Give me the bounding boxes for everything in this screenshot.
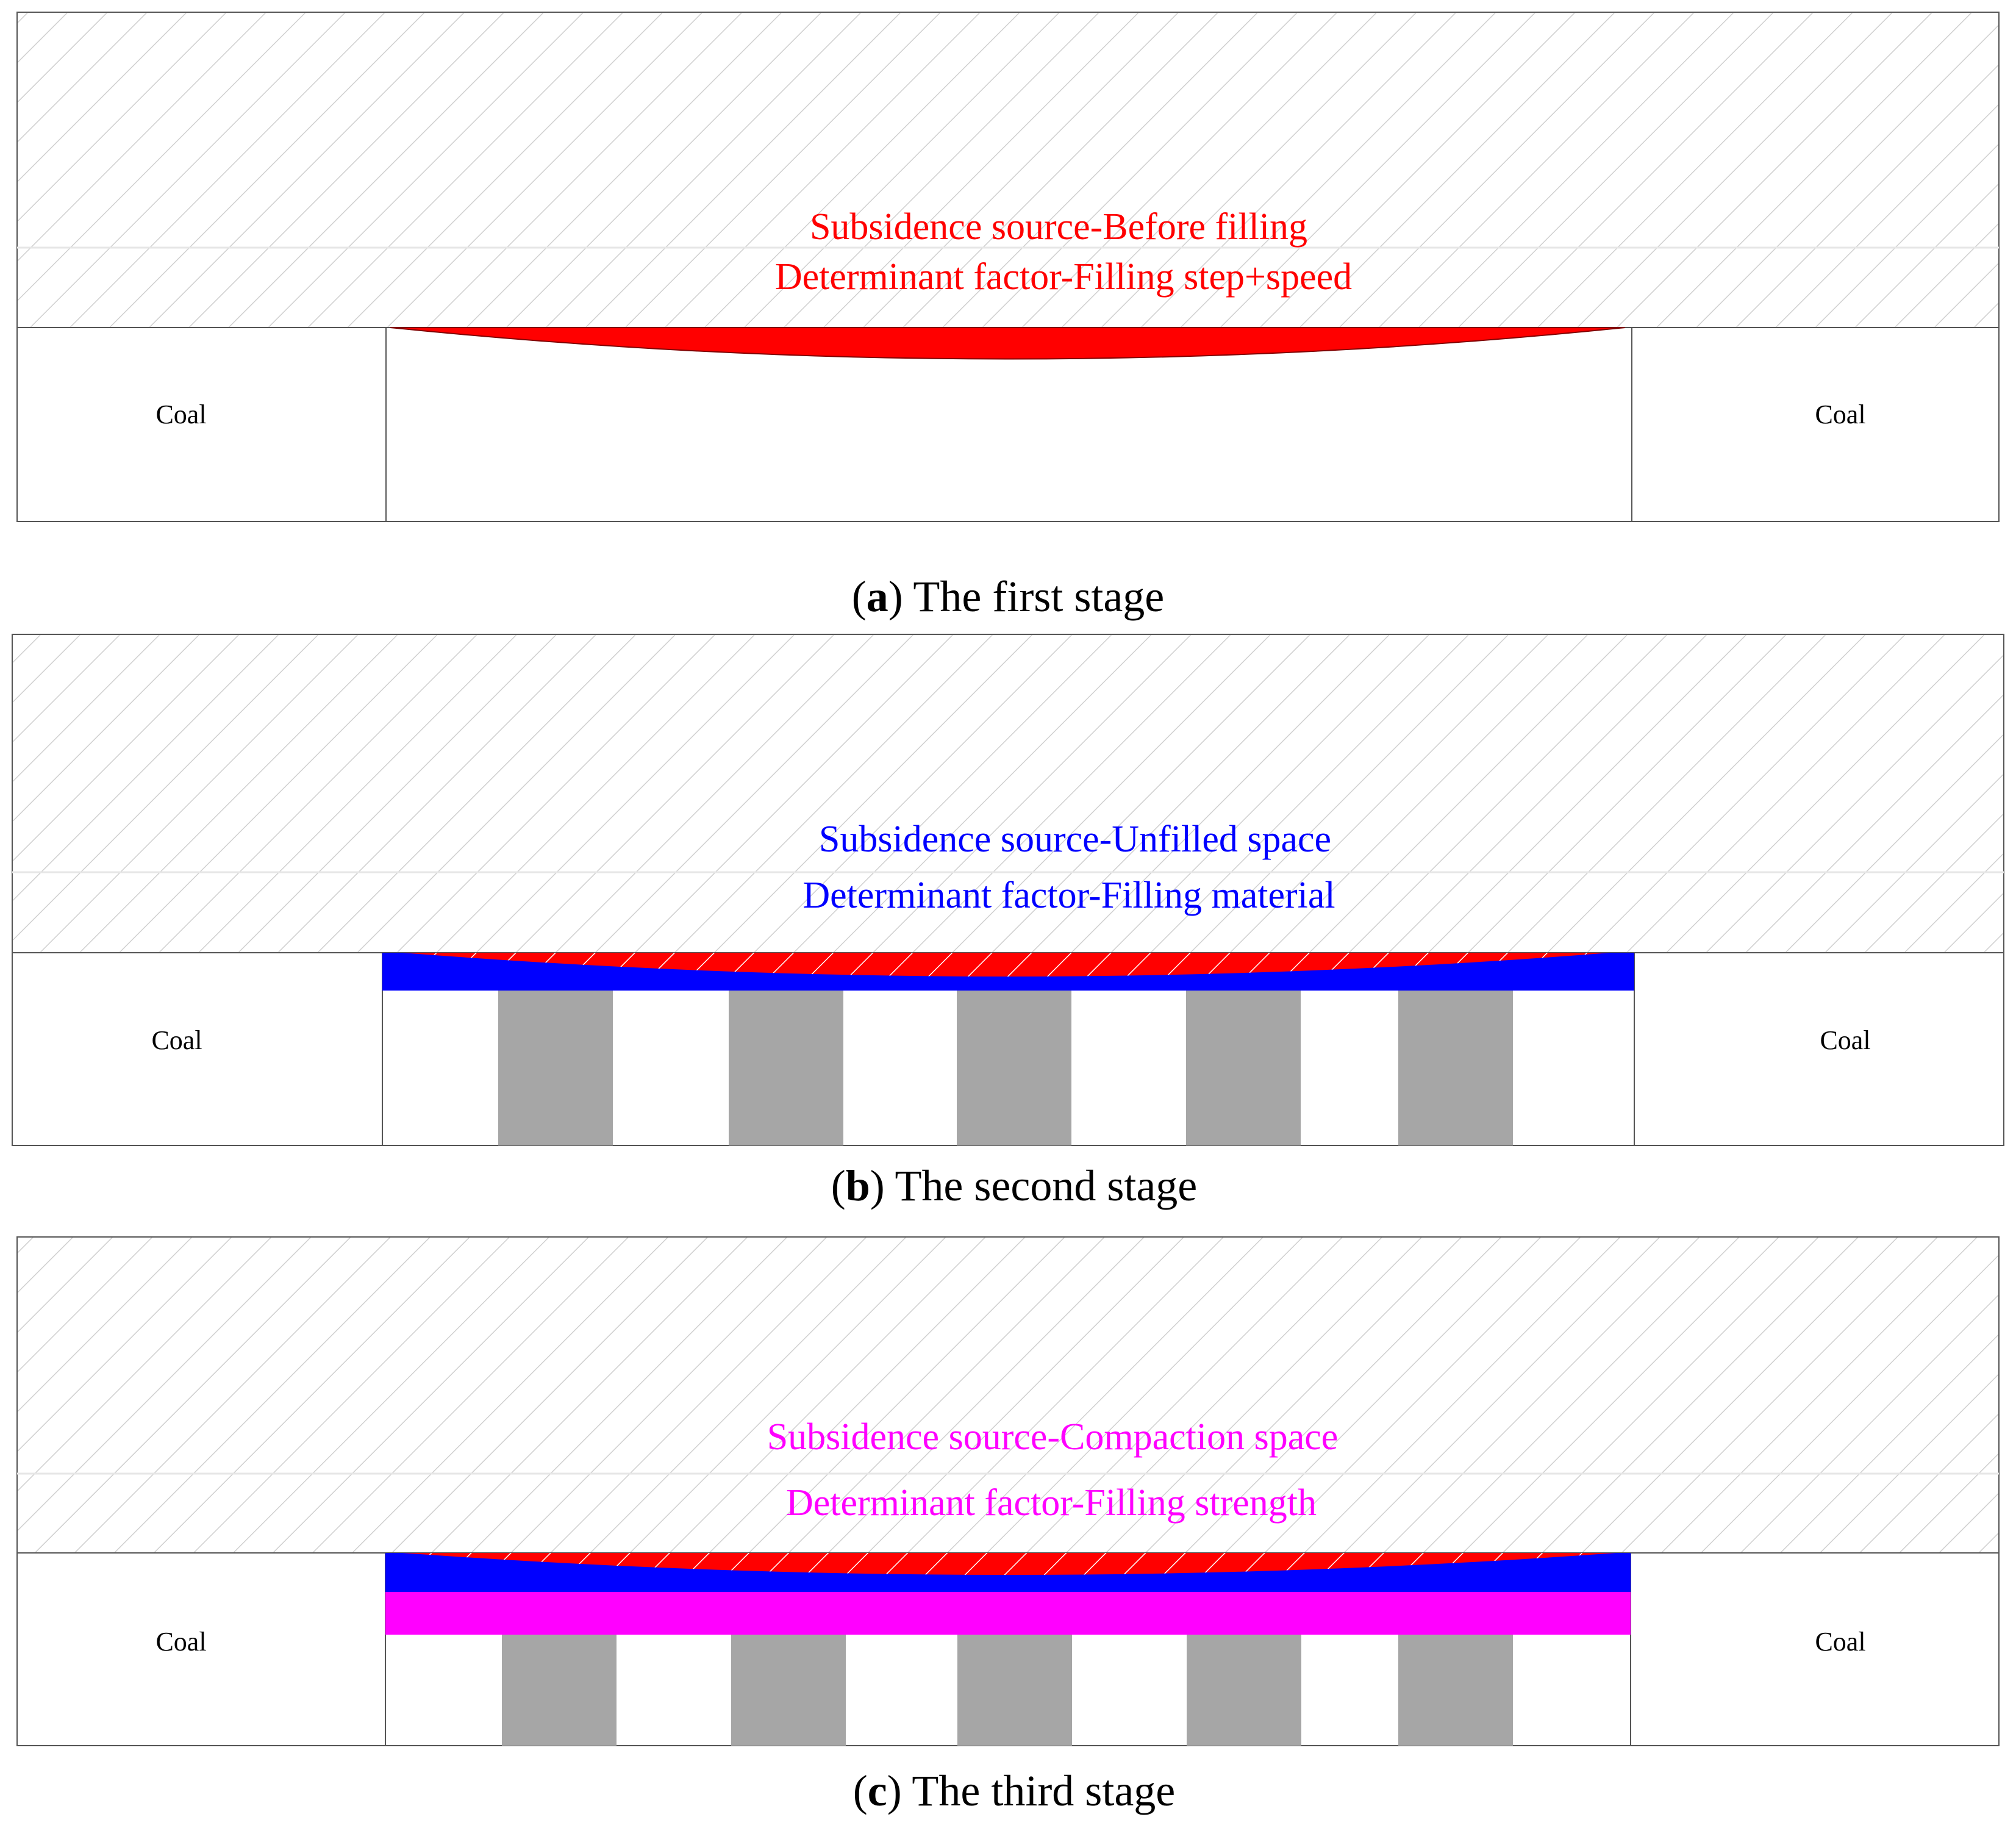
overburden-rock — [16, 1236, 2000, 1554]
coal-label-left: Coal — [155, 400, 206, 429]
filling-pillar — [1398, 991, 1513, 1145]
caption-close: ) — [887, 1766, 902, 1815]
coal-label-left: Coal — [151, 1025, 202, 1055]
panel-c: Subsidence source-Compaction space Deter… — [16, 1236, 2000, 1815]
overburden-rock — [16, 12, 2000, 328]
determinant-factor-text: Determinant factor-Filling material — [802, 875, 1335, 916]
panel-b: Subsidence source-Unfilled space Determi… — [12, 634, 2004, 1210]
coal-seam-right — [1630, 1552, 2000, 1746]
filling-pillar — [1187, 1635, 1301, 1746]
caption-letter: b — [846, 1161, 870, 1210]
filling-pillar — [498, 991, 613, 1145]
coal-label-right: Coal — [1815, 1627, 1865, 1657]
coal-label-right: Coal — [1815, 400, 1865, 429]
filling-pillars — [498, 991, 1513, 1145]
caption-text: The third stage — [902, 1766, 1176, 1815]
coal-seam-left — [16, 327, 387, 522]
caption-close: ) — [870, 1161, 885, 1210]
determinant-factor-text: Determinant factor-Filling strength — [786, 1482, 1317, 1524]
filling-pillar — [1186, 991, 1301, 1145]
caption-open: ( — [831, 1161, 846, 1210]
filling-pillar — [731, 1635, 846, 1746]
coal-seam-left — [12, 952, 383, 1146]
coal-label-left: Coal — [155, 1627, 206, 1657]
caption-text: The first stage — [903, 572, 1165, 621]
caption-open: ( — [852, 572, 867, 621]
subsidence-red-zone — [390, 327, 1626, 360]
caption-open: ( — [853, 1766, 868, 1815]
coal-label-right: Coal — [1820, 1025, 1870, 1055]
overburden-rock — [12, 634, 2004, 953]
panel-a: Subsidence source-Before filling Determi… — [16, 12, 2000, 621]
subsidence-red-zone — [402, 953, 1610, 977]
caption-letter: a — [867, 572, 888, 621]
coal-seam-left — [16, 1552, 386, 1746]
determinant-factor-text: Determinant factor-Filling step+speed — [775, 256, 1352, 298]
coal-seam-right — [1631, 327, 2000, 522]
subsidence-source-text: Subsidence source-Unfilled space — [819, 819, 1331, 860]
caption-a: (a) The first stage — [852, 572, 1165, 621]
goaf-space — [385, 327, 1632, 522]
caption-close: ) — [888, 572, 903, 621]
filling-pillar — [729, 991, 843, 1145]
caption-b: (b) The second stage — [831, 1161, 1198, 1210]
subsidence-source-text: Subsidence source-Before filling — [810, 206, 1307, 248]
coal-seam-right — [1634, 952, 2004, 1146]
filling-pillar — [957, 1635, 1072, 1746]
subsidence-red-zone — [402, 1553, 1616, 1575]
filling-pillar — [502, 1635, 617, 1746]
caption-letter: c — [868, 1766, 887, 1815]
filling-pillar — [1398, 1635, 1513, 1746]
filling-pillar — [957, 991, 1071, 1145]
compaction-magenta-zone — [385, 1592, 1631, 1635]
caption-c: (c) The third stage — [853, 1766, 1176, 1815]
filling-pillars — [502, 1635, 1513, 1746]
caption-text: The second stage — [885, 1161, 1198, 1210]
subsidence-source-text: Subsidence source-Compaction space — [767, 1416, 1339, 1458]
